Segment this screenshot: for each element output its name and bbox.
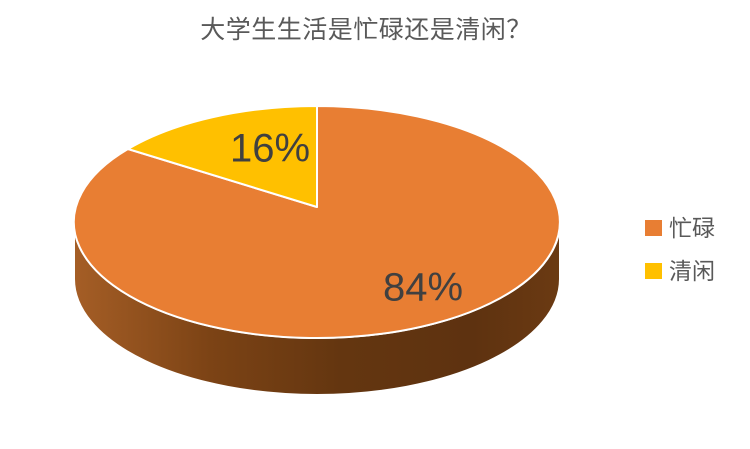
pie-slice-busy xyxy=(72,105,561,339)
legend-item-busy: 忙碌 xyxy=(645,214,715,242)
chart-title: 大学生生活是忙碌还是清闲？ xyxy=(200,16,532,44)
pie-slice-leisure xyxy=(127,104,318,208)
chart-legend: 忙碌 清闲 xyxy=(645,214,715,285)
legend-swatch-busy xyxy=(645,220,662,236)
legend-label-leisure: 清闲 xyxy=(669,258,715,284)
legend-label-busy: 忙碌 xyxy=(669,215,715,241)
legend-item-leisure: 清闲 xyxy=(645,257,715,285)
legend-swatch-leisure xyxy=(645,263,662,279)
